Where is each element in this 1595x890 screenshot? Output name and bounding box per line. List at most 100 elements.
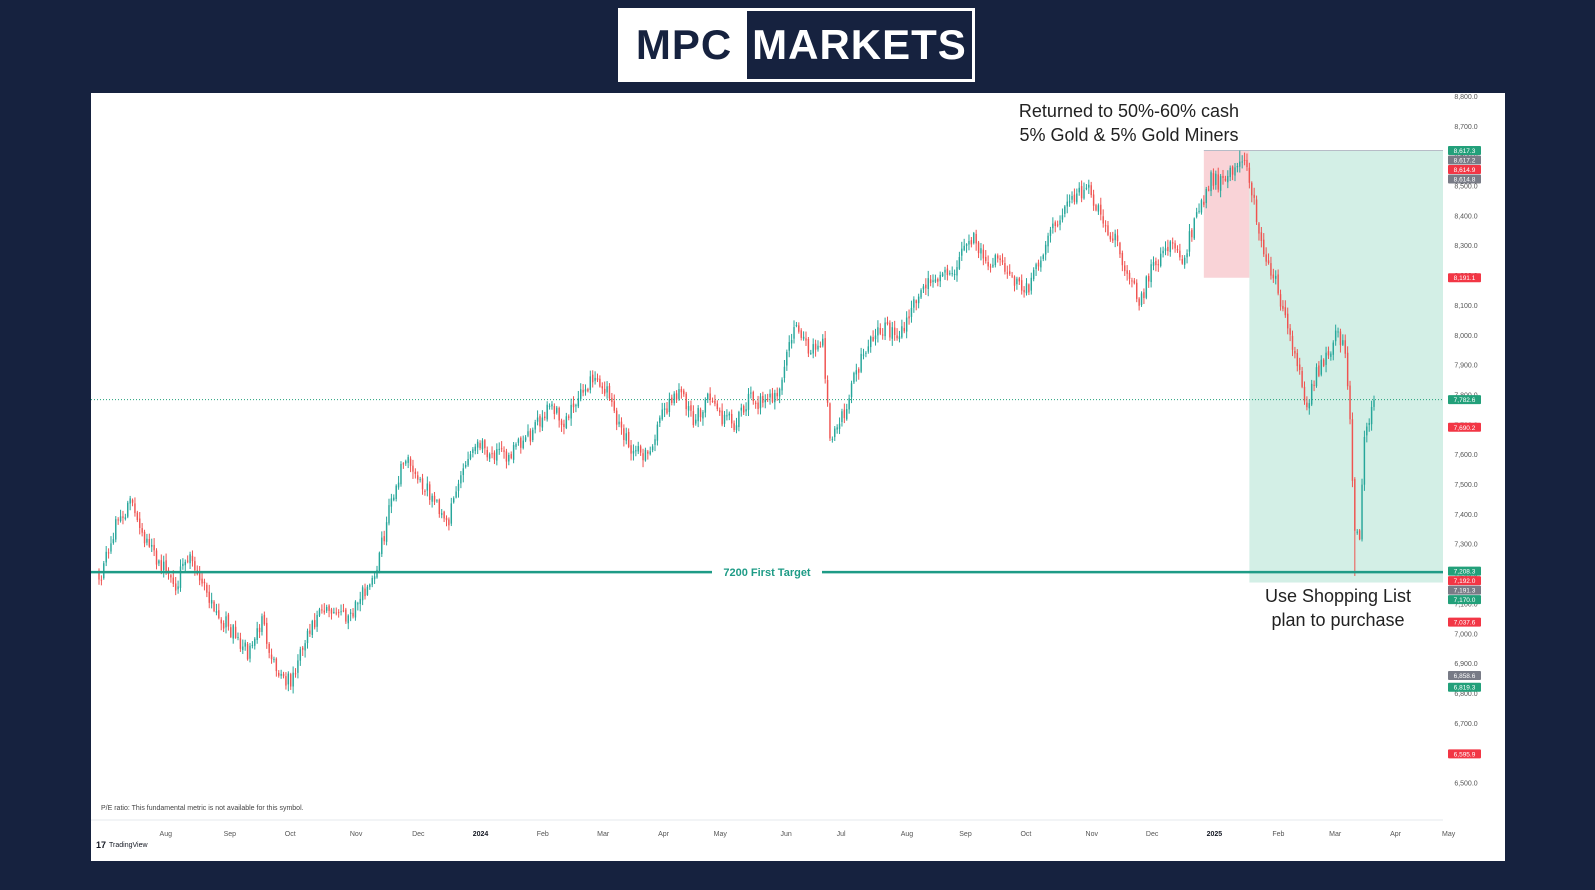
candle-body [373,576,376,580]
candle-body [1018,278,1021,282]
logo-right-text: MARKETS [752,21,967,68]
candle-body [122,516,124,518]
candle-body [1100,204,1102,215]
candle-body [594,377,596,381]
candle-body [544,416,546,418]
candle-body [1258,223,1260,234]
candle-body [357,603,359,605]
price-marker-bg [1448,155,1481,165]
candle-body [158,560,160,564]
candle-body [342,610,345,612]
candle-body [316,615,318,627]
candle-body [647,451,649,454]
candle-body [826,380,829,403]
candle-body [704,399,707,413]
candle-body [484,440,486,449]
price-marker-bg [1448,422,1481,432]
candle-body [776,392,778,397]
candle-body [1001,260,1004,263]
x-tick-label: Feb [1272,831,1284,838]
price-marker-bg [1448,165,1481,175]
candle-body [1186,253,1188,258]
x-tick-label: Sep [959,831,972,838]
candle-body [800,330,802,338]
candle-body [994,255,997,266]
candle-body [1219,176,1222,191]
candle-body [244,642,246,647]
candle-body [536,417,539,422]
candle-body [153,544,155,551]
candle-body [1203,201,1205,205]
candle-body [977,242,980,254]
candle-body [1052,223,1054,229]
candle-body [831,438,834,440]
candle-body [337,612,340,614]
price-marker-label: 6,858.6 [1454,673,1476,680]
candle-body [922,286,925,290]
candle-body [1162,250,1164,254]
candle-body [673,393,675,404]
candle-body [1332,342,1334,355]
candle-body [965,244,968,246]
candle-body [903,327,905,332]
y-tick-label: 6,800.0 [1454,691,1477,698]
candle-body [1102,216,1104,224]
candle-body [853,372,855,383]
candle-body [508,455,510,462]
candle-body [419,479,421,481]
candle-body [692,411,695,426]
candle-body [1076,193,1078,203]
candle-body [297,660,299,673]
candle-body [869,336,872,348]
candle-body [1104,225,1107,227]
candle-body [1298,364,1301,371]
candle-body [390,498,393,507]
candle-body [1322,359,1325,366]
candle-body [668,398,671,412]
candle-body [846,409,848,420]
candle-body [493,452,496,460]
candle-body [282,673,285,677]
candle-body [1279,294,1282,307]
price-marker-label: 7,782.6 [1454,397,1476,404]
x-tick-label: Aug [160,831,173,838]
candle-body [1368,423,1370,425]
candle-body [1167,246,1169,252]
candle-body [1157,264,1160,266]
candle-body [110,543,112,552]
candle-body [855,370,858,375]
candle-body [512,445,515,460]
candle-body [893,327,896,335]
candle-body [98,570,100,580]
candle-body [939,274,941,282]
price-chart[interactable]: 7200 First Target Returned to 50%-60% ca… [91,93,1505,861]
candle-body [937,278,939,282]
candle-body [556,407,558,413]
candle-body [608,385,611,399]
candle-body [961,248,963,256]
candle-body [496,449,498,461]
candle-body [1296,352,1299,367]
x-tick-label: Jul [837,831,846,838]
tradingview-brand: 17 TradingView [96,840,148,850]
candle-body [790,340,793,344]
price-marker-label: 8,617.2 [1454,158,1476,165]
price-marker-bg [1448,395,1481,405]
candle-body [678,389,680,399]
candle-body [1334,330,1337,342]
price-marker-bg [1448,595,1481,605]
candle-body [757,402,759,409]
candle-body [850,383,853,398]
candle-body [1064,206,1066,214]
y-tick-label: 6,900.0 [1454,661,1477,668]
candle-body [174,583,177,591]
candle-body [1028,284,1030,293]
candle-body [575,405,577,407]
candle-body [103,563,105,579]
candle-body [702,412,704,419]
candle-body [879,328,882,334]
candle-body [184,561,186,566]
candle-body [239,638,242,649]
candle-body [795,325,798,327]
candle-body [222,623,225,629]
